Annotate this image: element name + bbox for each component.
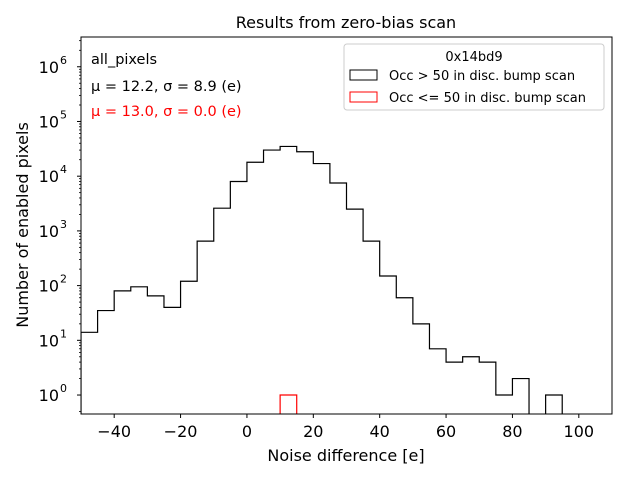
histogram-bin <box>380 276 397 414</box>
y-tick-label: 10 <box>39 386 59 405</box>
y-tick-exponent: 3 <box>60 218 67 231</box>
histogram-bin <box>396 298 413 414</box>
histogram-bin <box>413 324 430 414</box>
x-tick-label: 0 <box>242 422 252 441</box>
histogram-bin <box>429 349 446 414</box>
y-tick-exponent: 5 <box>60 108 67 121</box>
histogram-bin <box>164 307 181 414</box>
histogram-bin <box>247 162 264 414</box>
histogram-bin <box>479 362 496 414</box>
x-tick-label: −40 <box>97 422 131 441</box>
x-tick-label: −20 <box>164 422 198 441</box>
series-0 <box>81 145 563 414</box>
histogram-bin <box>280 146 297 414</box>
y-tick-label: 10 <box>39 167 59 186</box>
histogram-bin <box>280 395 297 414</box>
histogram-bin <box>114 291 131 414</box>
histogram-bin <box>363 241 380 414</box>
annotation-name: all_pixels <box>91 52 157 68</box>
histogram-bin <box>330 183 347 414</box>
histogram-bin <box>214 208 231 414</box>
y-tick-exponent: 4 <box>60 163 67 176</box>
y-tick-label: 10 <box>39 277 59 296</box>
histogram-bin <box>230 181 247 414</box>
histogram-bin <box>463 357 480 414</box>
histogram-bin <box>147 296 164 414</box>
y-tick-label: 10 <box>39 331 59 350</box>
annotation-stats-red: μ = 13.0, σ = 0.0 (e) <box>91 104 242 120</box>
histogram-bin <box>197 241 214 414</box>
series-1 <box>279 394 298 414</box>
x-tick-label: 60 <box>436 422 456 441</box>
histogram-bin <box>496 395 513 414</box>
x-tick-label: 20 <box>303 422 323 441</box>
histogram-bin <box>264 150 281 414</box>
chart-title: Results from zero-bias scan <box>236 13 456 32</box>
legend-title: 0x14bd9 <box>445 50 502 65</box>
x-tick-label: 100 <box>564 422 595 441</box>
y-tick-exponent: 0 <box>60 382 67 395</box>
annotation-stats-black: μ = 12.2, σ = 8.9 (e) <box>91 79 242 95</box>
x-axis-ticks: −40 −20 0 20 40 60 80 100 <box>97 414 594 441</box>
legend-swatch-red <box>349 91 378 103</box>
y-tick-exponent: 2 <box>60 273 67 286</box>
histogram-bin <box>297 152 314 414</box>
y-tick-exponent: 1 <box>60 327 67 340</box>
histogram-bin <box>181 281 198 414</box>
y-tick-label: 10 <box>39 58 59 77</box>
axes-frame <box>80 36 613 415</box>
legend: 0x14bd9 Occ > 50 in disc. bump scan Occ … <box>343 43 605 111</box>
histogram-bin <box>512 379 529 414</box>
histogram-bin <box>81 332 98 414</box>
legend-label-red: Occ <= 50 in disc. bump scan <box>389 91 586 106</box>
histogram-step-line <box>279 394 298 414</box>
histogram-bin <box>347 209 364 414</box>
histogram-bin <box>313 164 330 414</box>
y-axis-label: Number of enabled pixels <box>13 122 32 328</box>
legend-swatch-black <box>349 69 378 81</box>
legend-box <box>343 43 605 111</box>
x-tick-label: 80 <box>502 422 522 441</box>
histogram-bin <box>546 395 563 414</box>
plot-area <box>80 36 613 415</box>
histogram-bin <box>446 362 463 414</box>
x-tick-label: 40 <box>370 422 390 441</box>
x-axis-label: Noise difference [e] <box>267 446 424 465</box>
y-tick-label: 10 <box>39 222 59 241</box>
series-layer <box>81 145 563 414</box>
histogram-bin <box>131 287 148 414</box>
histogram-step-line <box>81 145 563 414</box>
legend-label-black: Occ > 50 in disc. bump scan <box>389 69 575 84</box>
histogram-bin <box>98 311 115 414</box>
y-tick-exponent: 6 <box>60 54 67 67</box>
y-tick-label: 10 <box>39 112 59 131</box>
